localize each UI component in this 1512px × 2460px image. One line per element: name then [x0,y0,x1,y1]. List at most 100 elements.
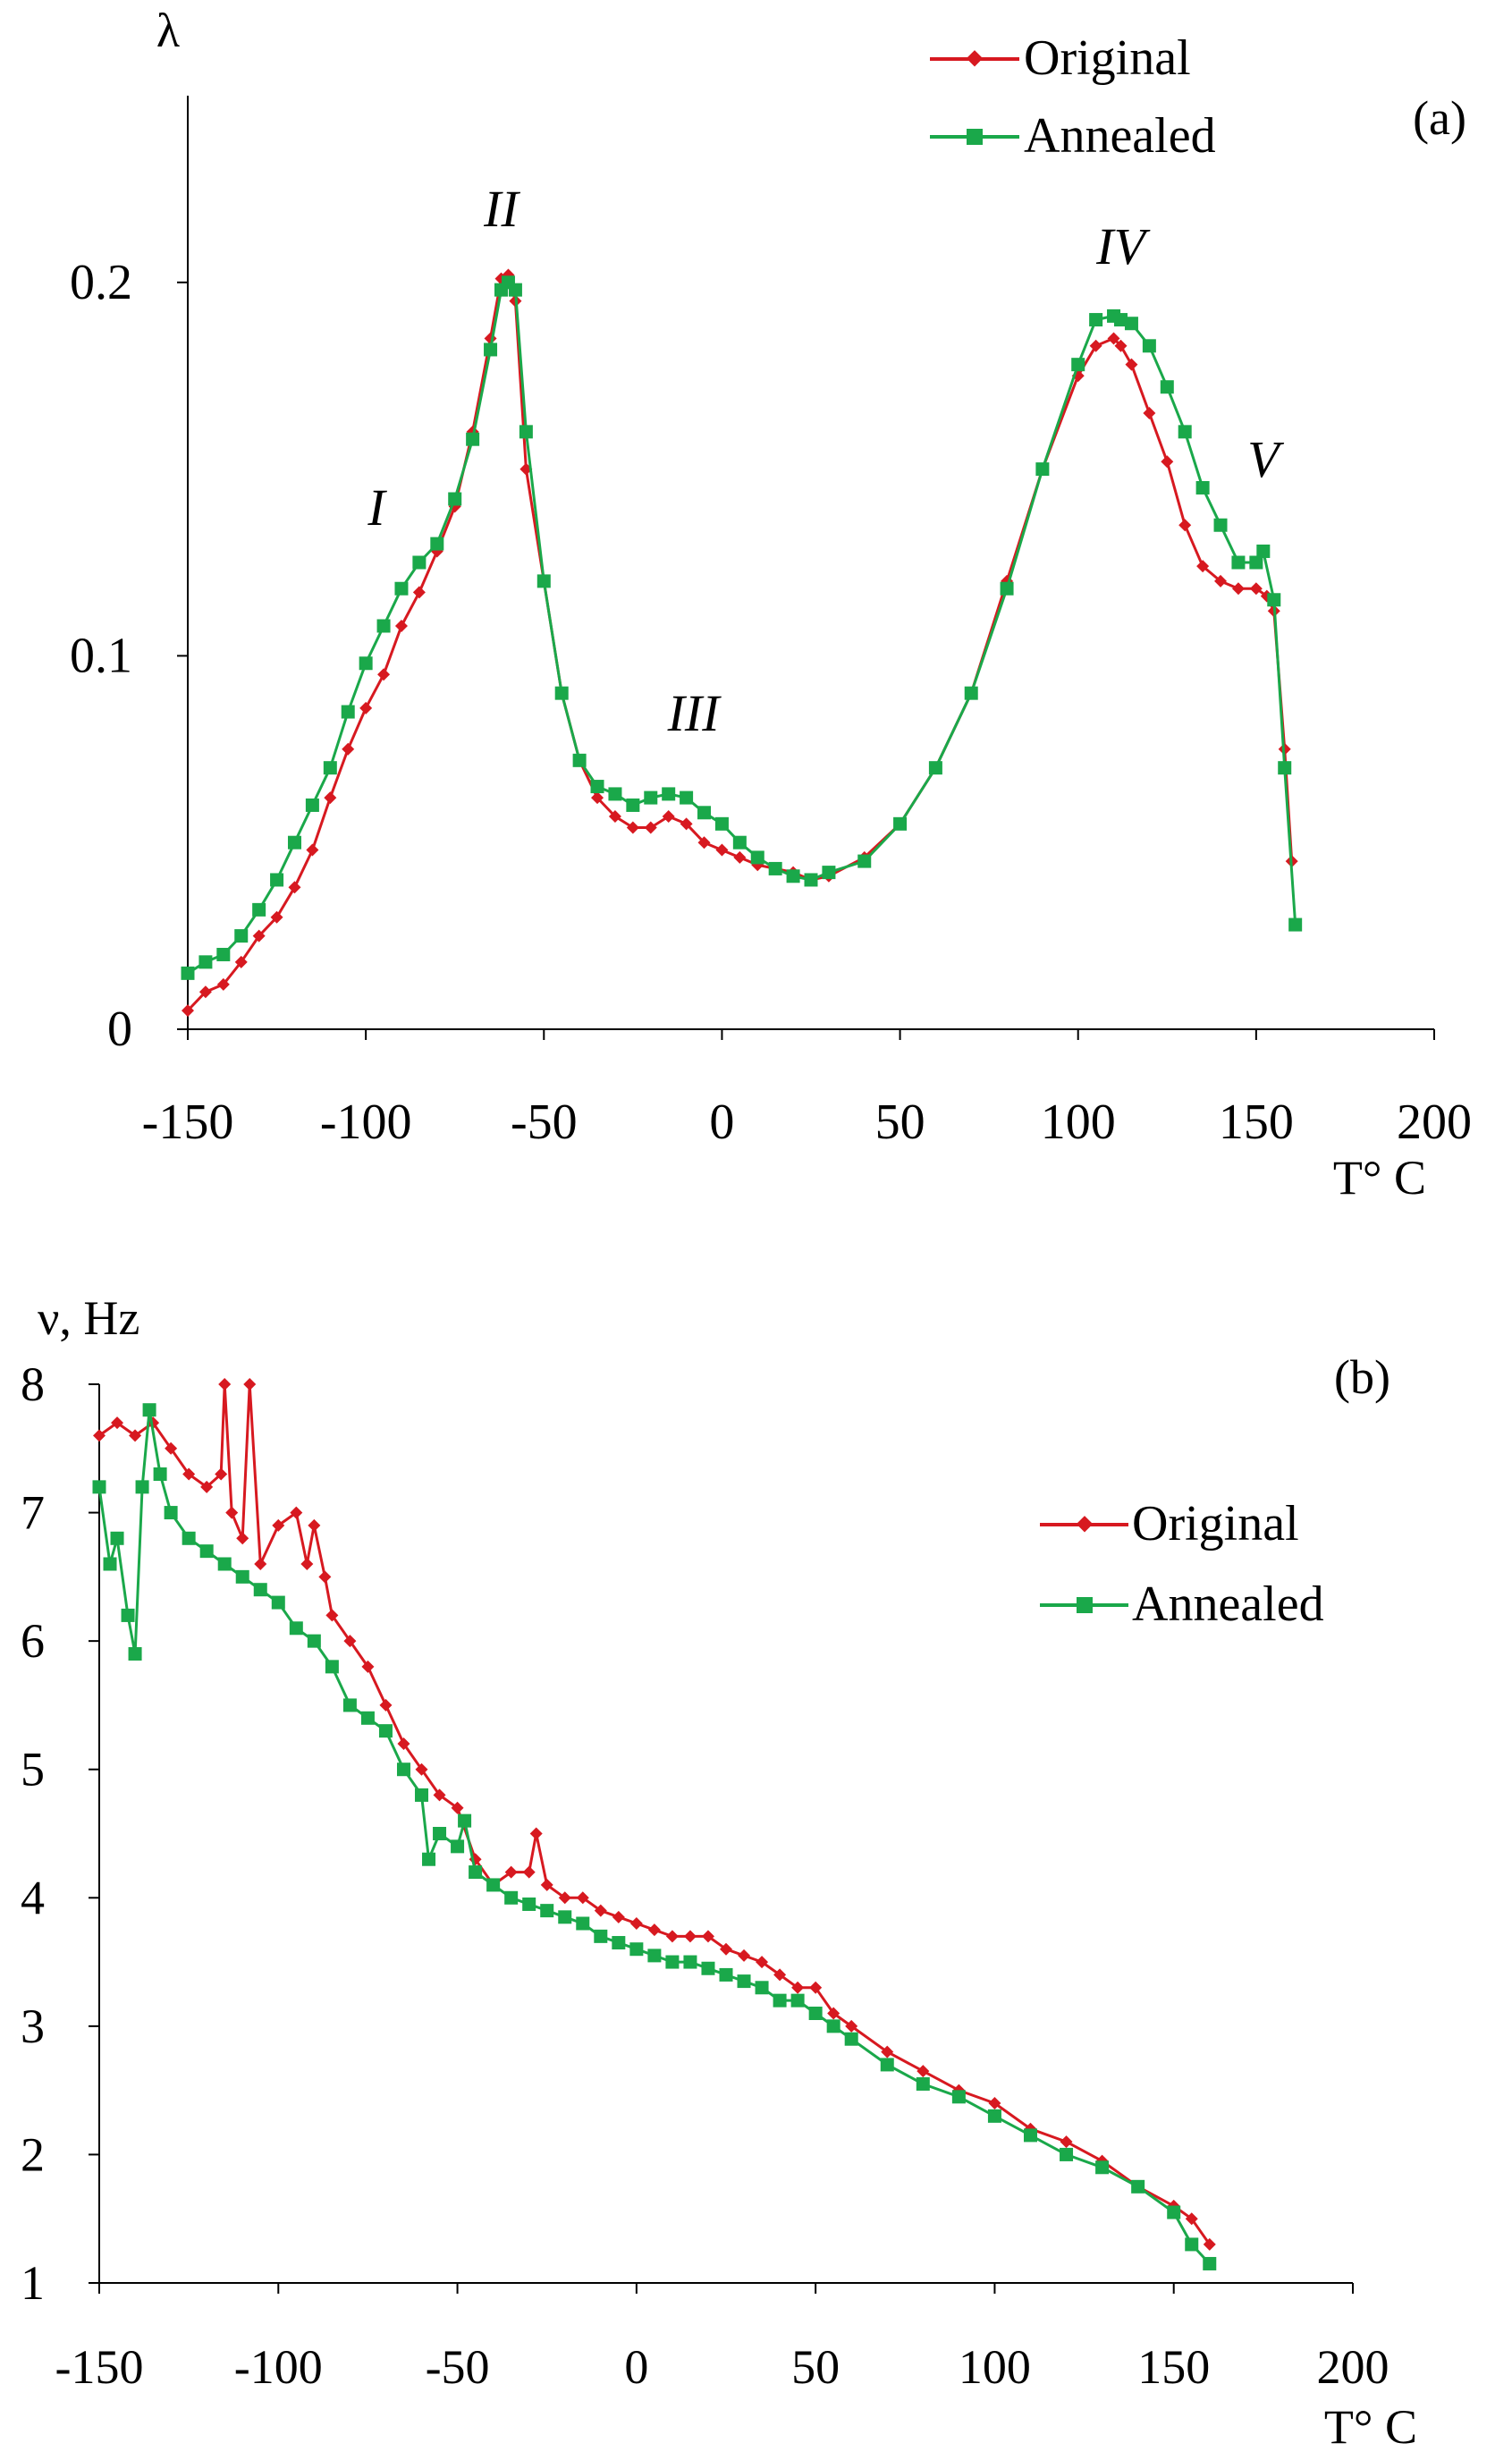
panel-b-annealed-point [164,1506,178,1520]
panel-b-annealed-point [1131,2179,1145,2194]
panel-a-annealed-point [216,947,231,961]
panel-b-original-point [916,2065,930,2078]
panel-b-original-point [629,1917,643,1930]
panel-b-y-tick-label: 6 [21,1614,45,1668]
panel-a-annotation: III [667,684,722,742]
panel-a-annealed-point [181,966,195,980]
panel-b-annealed-point [612,1936,626,1950]
panel-b-annealed-point [826,2019,840,2033]
panel-a-annealed-point [1035,462,1050,477]
panel-b-original-point [558,1891,571,1905]
panel-b-original-point [451,1801,464,1814]
panel-a-annealed-point [1160,380,1174,394]
panel-a-annealed-point [252,902,266,917]
panel-a-annealed-point [305,798,319,812]
panel-a-annealed-point [1267,593,1281,607]
panel-a-original-point [697,836,711,850]
panel-a-x-tick-label: -150 [142,1095,234,1150]
panel-b-annealed-point [647,1949,662,1963]
panel-b-annealed-point [576,1916,590,1931]
panel-a-axes [187,96,1434,1030]
panel-a-original-point [1143,406,1156,419]
panel-a-annealed-point [680,790,694,805]
panel-a-annealed-point [732,835,747,850]
panel-b-original-point [200,1480,214,1493]
panel-b-annealed-point [422,1852,436,1866]
panel-b-original-point [215,1467,228,1481]
panel-a-annealed-point [1142,339,1156,353]
panel-a-annealed-point [1288,917,1303,932]
panel-a-annealed-point [536,574,551,588]
panel-b-original-point [325,1609,339,1622]
panel-a-y-tick-label: 0.1 [70,628,132,683]
panel-a-annealed-point [964,686,978,700]
panel-a-original-point [270,910,283,924]
panel-b-annealed-point [594,1929,608,1943]
panel-a-original-point [1249,582,1263,596]
panel-a-y-ticks: 0 0.1 0.2 [70,255,188,1057]
panel-b-annealed-point [451,1839,465,1854]
panel-b-original-point [415,1763,428,1776]
panel-b-original-point [243,1378,257,1391]
panel-a-original-point [234,955,248,968]
panel-b-original-point [540,1878,553,1891]
panel-a-original-point [1178,519,1192,532]
panel-b-y-tick-label: 3 [21,1999,45,2053]
panel-a-lambda-chart: -150 -100 -50 0 50 100 150 200 0 0.1 0.2 λ T° C (… [70,4,1472,1205]
panel-a-x-tick-label: 150 [1219,1095,1294,1150]
panel-a-original-point [1161,455,1174,469]
panel-b-annealed-point [135,1480,149,1494]
panel-b-legend-annealed-label: Annealed [1132,1577,1324,1632]
panel-b-original-point [300,1558,314,1570]
panel-b-legend-original-marker [1076,1516,1094,1533]
panel-b-x-tick-label: -50 [426,2340,490,2394]
panel-b-original-point [756,1956,769,1969]
panel-a-annealed-point [394,581,409,596]
panel-a-annotation: IV [1095,217,1151,275]
panel-a-annealed-point [1256,544,1271,558]
panel-a-y-tick-label: 0 [107,1002,132,1057]
panel-b-original-point [701,1930,714,1943]
panel-b-annealed-point [1023,2128,1037,2143]
panel-a-y-axis-label: λ [156,4,180,57]
panel-a-annealed-point [270,873,284,887]
panel-b-original-point [290,1506,303,1519]
panel-b-original-point [379,1698,393,1712]
panel-a-y-tick-label: 0.2 [70,255,132,310]
panel-b-original-point [522,1865,536,1879]
panel-a-annealed-point [448,492,462,506]
panel-b-axes [98,1384,1353,2284]
panel-b-annealed-point [253,1583,267,1597]
panel-a-annealed-point [412,555,427,570]
panel-b-original-point [1185,2212,1198,2226]
panel-b-y-tick-label: 4 [21,1871,45,1924]
panel-a-annealed-point [287,835,301,850]
panel-b-y-tick-label: 2 [21,2127,45,2181]
panel-b-annealed-point [683,1955,697,1969]
panel-a-annealed-point [893,816,908,831]
panel-a-annealed-point [1231,555,1246,570]
panel-b-original-point [111,1416,124,1430]
panel-b-annealed-point [755,1981,769,1995]
panel-a-annealed-point [1195,480,1210,495]
panel-b-y-ticks: 1 2 3 4 5 6 7 8 [21,1357,99,2310]
panel-b-annealed-point [790,1993,805,2008]
panel-b-original-point [272,1518,285,1532]
panel-b-annealed-point [987,2109,1001,2123]
panel-a-x-tick-label: 50 [875,1095,925,1150]
panel-b-original-point [129,1429,142,1442]
panel-b-annealed-point [719,1967,733,1982]
panel-b-original-point [236,1532,249,1545]
panel-b-original-point [182,1467,196,1481]
panel-b-annealed-point [103,1557,117,1571]
panel-a-legend-annealed-marker [967,129,983,145]
panel-b-annealed-point [1095,2160,1110,2175]
panel-a-original-point [1214,574,1228,588]
panel-b-annealed-line [97,1408,1211,2265]
panel-a-original-point [377,668,391,681]
panel-a-original-point [1196,560,1210,573]
panel-b-original-point [612,1910,625,1923]
panel-a-original-point [1107,332,1120,345]
